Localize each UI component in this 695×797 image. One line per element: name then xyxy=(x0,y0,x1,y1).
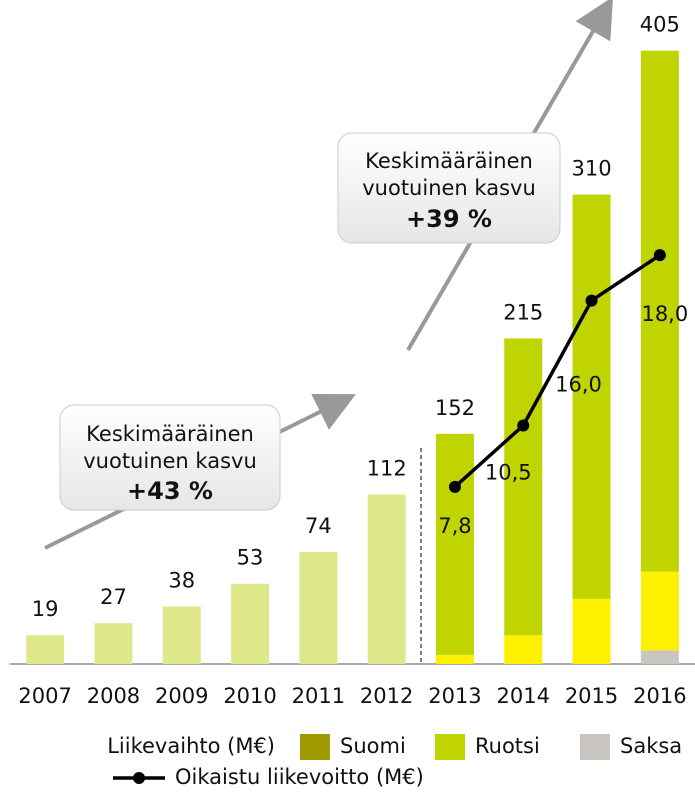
bar-segment xyxy=(367,494,406,664)
bar-segment xyxy=(94,623,133,664)
bar-segment xyxy=(572,598,611,664)
total-label: 152 xyxy=(435,396,475,420)
bar-segment xyxy=(572,194,611,599)
x-tick-label: 2013 xyxy=(428,684,481,708)
bar-segment xyxy=(162,606,201,664)
annotation-value: +43 % xyxy=(127,477,213,505)
bar-segment xyxy=(435,433,474,655)
total-label: 19 xyxy=(32,597,59,621)
total-label: 27 xyxy=(100,585,127,609)
line-label: 16,0 xyxy=(555,373,602,397)
annotation-text: Keskimääräinen xyxy=(86,422,254,446)
bar-segment xyxy=(435,654,474,664)
bar-segment xyxy=(640,50,679,572)
line-marker xyxy=(585,294,598,307)
x-tick-label: 2014 xyxy=(497,684,550,708)
legend-swatch xyxy=(435,734,465,760)
line-marker xyxy=(448,480,461,493)
bar-segment xyxy=(640,650,679,664)
bar-segment xyxy=(504,338,543,636)
line-marker xyxy=(653,249,666,262)
x-tick-label: 2007 xyxy=(18,684,71,708)
x-tick-label: 2009 xyxy=(155,684,208,708)
line-label: 7,8 xyxy=(438,514,471,538)
x-tick-label: 2008 xyxy=(87,684,140,708)
annotation-box xyxy=(337,132,561,244)
total-label: 53 xyxy=(237,546,264,570)
legend-swatch xyxy=(300,734,330,760)
total-label: 74 xyxy=(305,514,332,538)
total-label: 38 xyxy=(168,568,195,592)
line-label: 18,0 xyxy=(641,302,688,326)
x-tick-label: 2012 xyxy=(360,684,413,708)
bar-segment xyxy=(26,635,65,664)
total-label: 310 xyxy=(572,157,612,181)
line xyxy=(453,253,661,489)
total-label: 112 xyxy=(367,456,407,480)
x-tick-label: 2015 xyxy=(565,684,618,708)
bar-segment xyxy=(299,551,338,664)
annotation-text: Keskimääräinen xyxy=(365,149,533,173)
total-label: 215 xyxy=(503,300,543,324)
bar-segment xyxy=(504,635,543,664)
annotation-text: vuotuinen kasvu xyxy=(362,176,536,200)
bar-segment xyxy=(640,571,679,651)
legend-label: Oikaistu liikevoitto (M€) xyxy=(175,765,424,789)
legend-title: Liikevaihto (M€) xyxy=(107,734,275,758)
legend-marker xyxy=(133,772,145,784)
annotation-box xyxy=(59,404,281,511)
line-label: 10,5 xyxy=(485,461,532,485)
x-tick-label: 2016 xyxy=(633,684,686,708)
legend-label: Saksa xyxy=(620,734,682,758)
annotation-value: +39 % xyxy=(406,205,492,233)
line-marker xyxy=(517,419,530,432)
x-tick-label: 2011 xyxy=(292,684,345,708)
annotation-text: vuotuinen kasvu xyxy=(83,449,257,473)
bar-segment xyxy=(231,583,270,664)
legend-swatch xyxy=(580,734,610,760)
total-label: 405 xyxy=(640,13,680,37)
legend-label: Suomi xyxy=(340,734,406,758)
x-tick-label: 2010 xyxy=(223,684,276,708)
legend-label: Ruotsi xyxy=(475,734,540,758)
